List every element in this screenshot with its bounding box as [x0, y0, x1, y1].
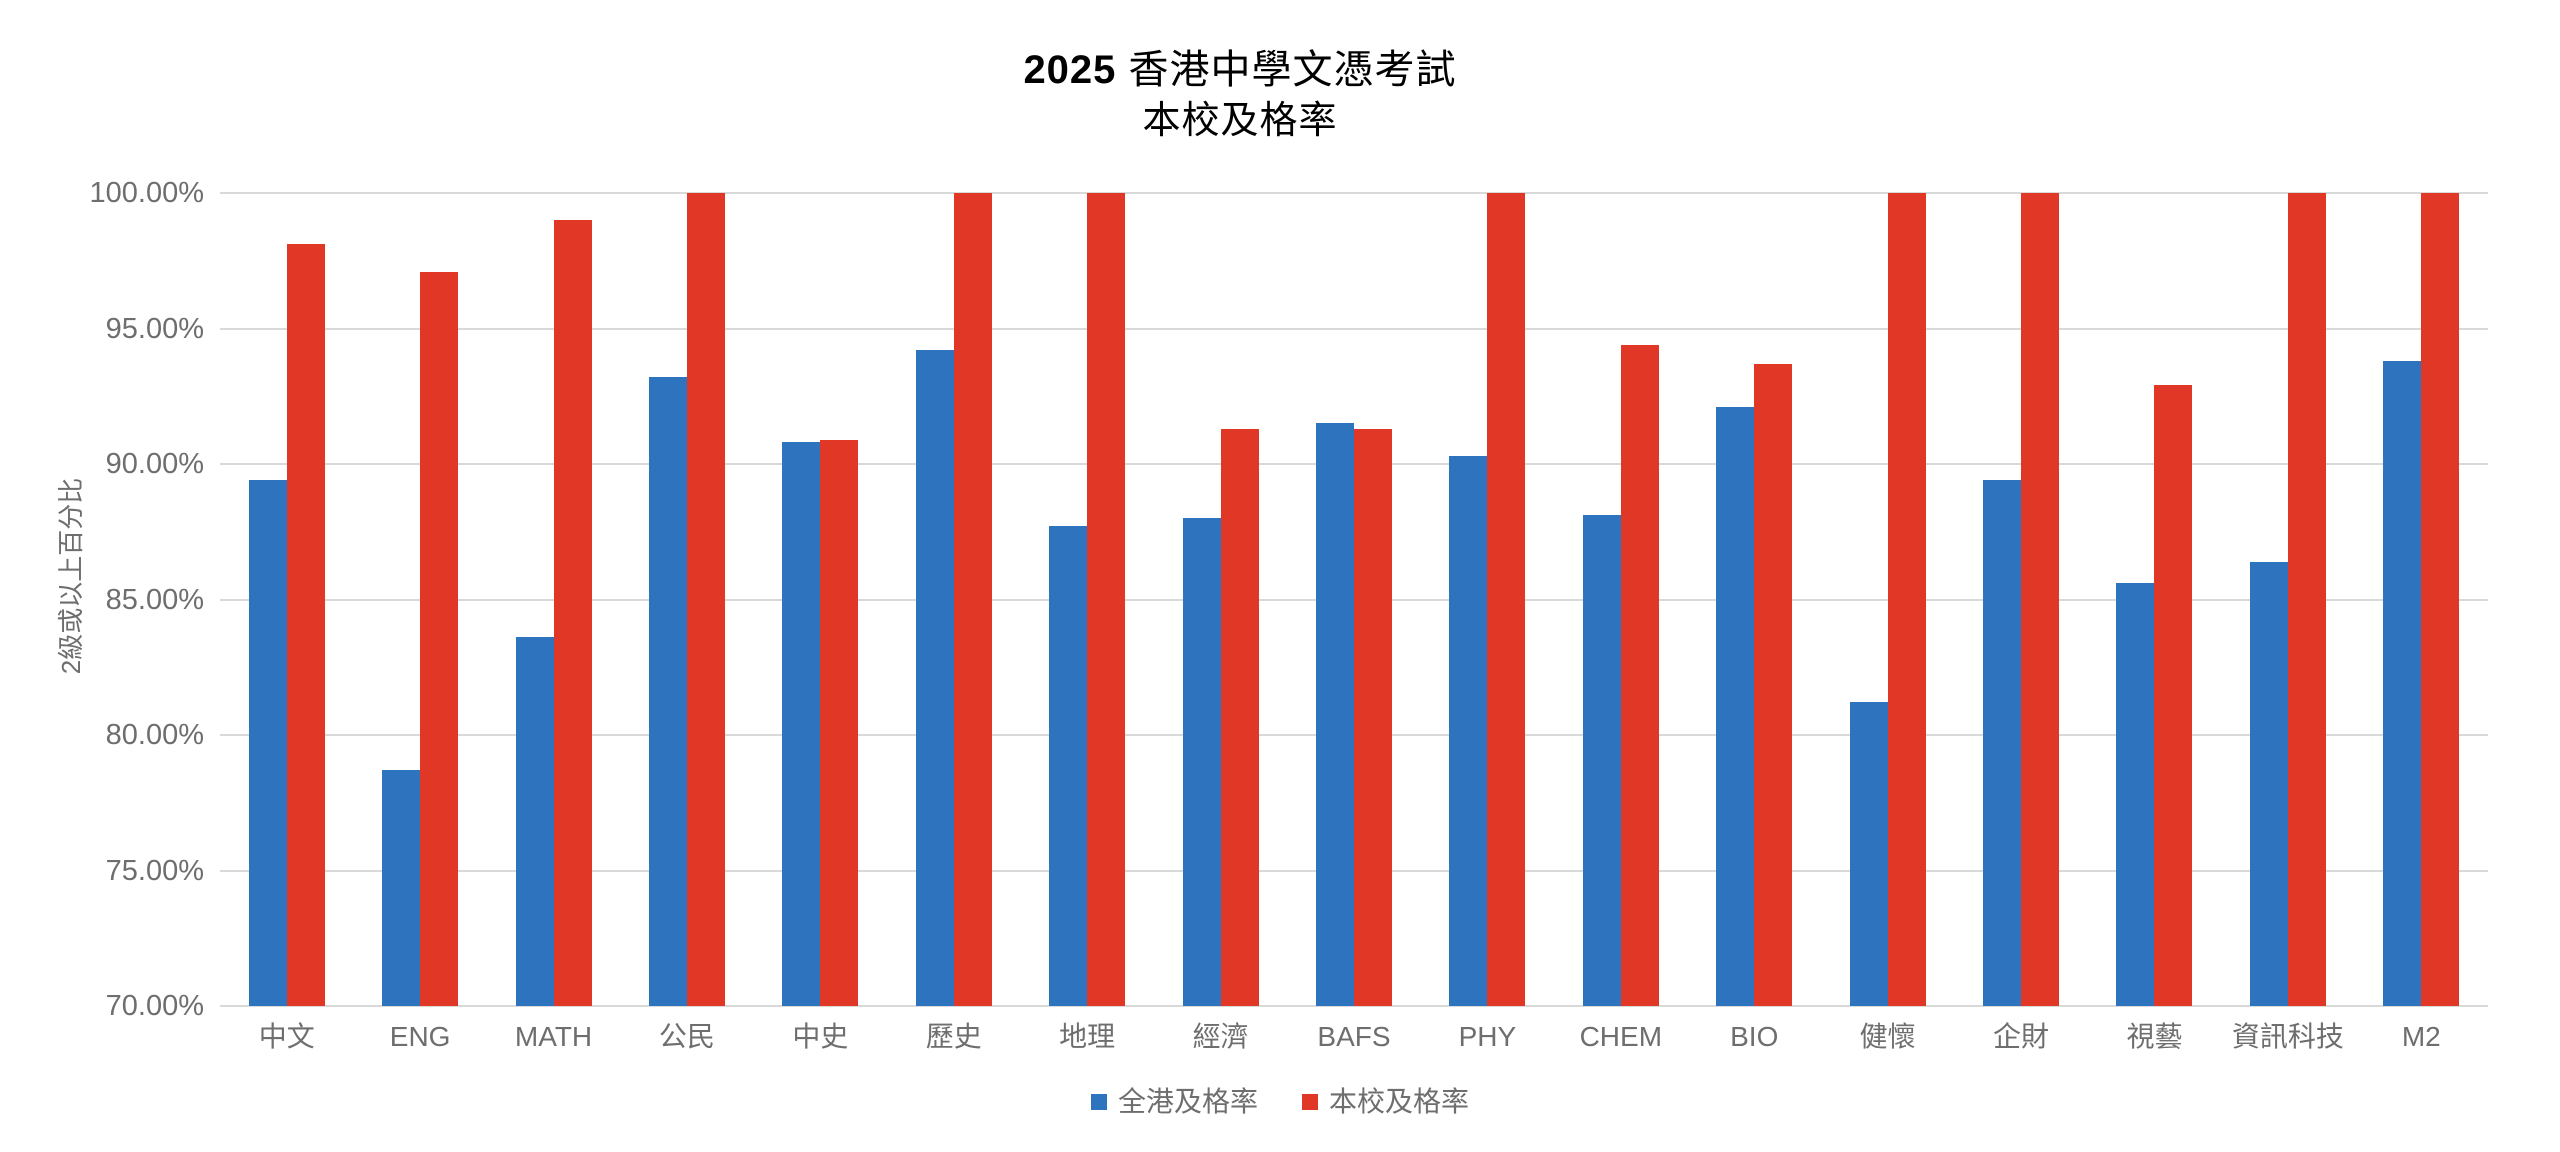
y-axis-tick-label: 100.00% [89, 177, 205, 209]
legend-label: 全港及格率 [1117, 1086, 1258, 1117]
bar-本校及格率-BIO [1754, 363, 1793, 1006]
bar-本校及格率-M2 [2421, 193, 2460, 1006]
bar-全港及格率-視藝 [2116, 583, 2155, 1006]
x-axis-label-地理: 地理 [1059, 1021, 1116, 1052]
y-axis-tick-label: 85.00% [105, 583, 204, 616]
x-axis-label-中史: 中史 [792, 1021, 849, 1052]
bar-全港及格率-企財 [1983, 480, 2022, 1006]
bar-全港及格率-中文 [248, 480, 287, 1006]
bar-本校及格率-地理 [1087, 193, 1126, 1006]
x-axis-label-經濟: 經濟 [1192, 1021, 1249, 1052]
gridline-95 [220, 327, 2488, 330]
bar-全港及格率-資訊科技 [2249, 561, 2288, 1006]
bar-全港及格率-M2 [2383, 361, 2422, 1006]
bar-本校及格率-企財 [2021, 193, 2060, 1006]
bar-本校及格率-歷史 [953, 193, 992, 1006]
x-axis-label-BIO: BIO [1730, 1021, 1779, 1052]
legend: 全港及格率 本校及格率 [0, 1086, 2560, 1118]
bar-本校及格率-PHY [1487, 193, 1526, 1006]
x-axis-label-企財: 企財 [1993, 1021, 2050, 1052]
legend-item-hk-pass-rate: 全港及格率 [1090, 1086, 1258, 1118]
legend-swatch-blue [1090, 1094, 1107, 1110]
bar-全港及格率-MATH [515, 637, 554, 1006]
x-axis-label-健懷: 健懷 [1859, 1021, 1916, 1052]
bar-全港及格率-中史 [782, 442, 821, 1006]
bar-全港及格率-CHEM [1582, 515, 1621, 1006]
y-axis-tick-label: 90.00% [105, 448, 204, 480]
chart-title-block: 2025 香港中學文憑考試 本校及格率 [0, 44, 2480, 146]
bar-全港及格率-健懷 [1849, 702, 1888, 1006]
bar-本校及格率-資訊科技 [2287, 193, 2326, 1006]
bar-全港及格率-ENG [382, 770, 421, 1006]
chart-title-year: 2025 [1023, 48, 1117, 92]
bar-全港及格率-PHY [1449, 455, 1488, 1006]
x-axis-label-MATH: MATH [514, 1021, 593, 1052]
bar-本校及格率-BAFS [1354, 428, 1392, 1006]
legend-item-school-pass-rate: 本校及格率 [1302, 1086, 1469, 1118]
x-axis-label-公民: 公民 [658, 1021, 715, 1052]
legend-label: 本校及格率 [1329, 1086, 1470, 1117]
x-axis-label-ENG: ENG [389, 1021, 451, 1052]
bar-本校及格率-CHEM [1620, 344, 1659, 1006]
chart-title-text: 香港中學文憑考試 [1128, 48, 1457, 92]
bar-本校及格率-中史 [820, 439, 859, 1006]
x-axis-label-M2: M2 [2401, 1021, 2441, 1052]
bar-全港及格率-BIO [1716, 407, 1755, 1006]
bar-本校及格率-健懷 [1887, 193, 1926, 1006]
bar-全港及格率-地理 [1049, 526, 1088, 1006]
y-axis-tick-label: 80.00% [105, 719, 204, 751]
bar-全港及格率-歷史 [915, 350, 954, 1006]
gridline-70 [220, 1005, 2488, 1007]
bar-本校及格率-公民 [686, 193, 725, 1006]
x-axis-label-視藝: 視藝 [2126, 1021, 2183, 1052]
y-axis-tick-label: 95.00% [105, 312, 204, 345]
x-axis-label-BAFS: BAFS [1317, 1021, 1391, 1052]
bar-本校及格率-ENG [420, 271, 459, 1006]
chart-title: 2025 香港中學文憑考試 [0, 44, 2480, 96]
chart-subtitle: 本校及格率 [1142, 100, 1338, 142]
x-axis-label-CHEM: CHEM [1579, 1021, 1663, 1052]
x-axis-label-中文: 中文 [258, 1021, 315, 1052]
bar-全港及格率-經濟 [1182, 518, 1221, 1006]
gridline-100 [220, 192, 2488, 194]
bar-本校及格率-視藝 [2154, 385, 2193, 1006]
x-axis-label-資訊科技: 資訊科技 [2231, 1021, 2344, 1052]
legend-swatch-red [1302, 1094, 1318, 1110]
bar-全港及格率-公民 [648, 377, 687, 1006]
x-axis-label-歷史: 歷史 [925, 1021, 982, 1052]
bar-本校及格率-中文 [286, 244, 325, 1006]
bar-本校及格率-經濟 [1220, 428, 1259, 1006]
y-axis-tick-label: 75.00% [105, 854, 204, 887]
bar-本校及格率-MATH [553, 220, 592, 1006]
x-axis-label-PHY: PHY [1458, 1021, 1517, 1052]
y-axis-tick-label: 70.00% [105, 990, 204, 1022]
bar-全港及格率-BAFS [1316, 423, 1354, 1006]
